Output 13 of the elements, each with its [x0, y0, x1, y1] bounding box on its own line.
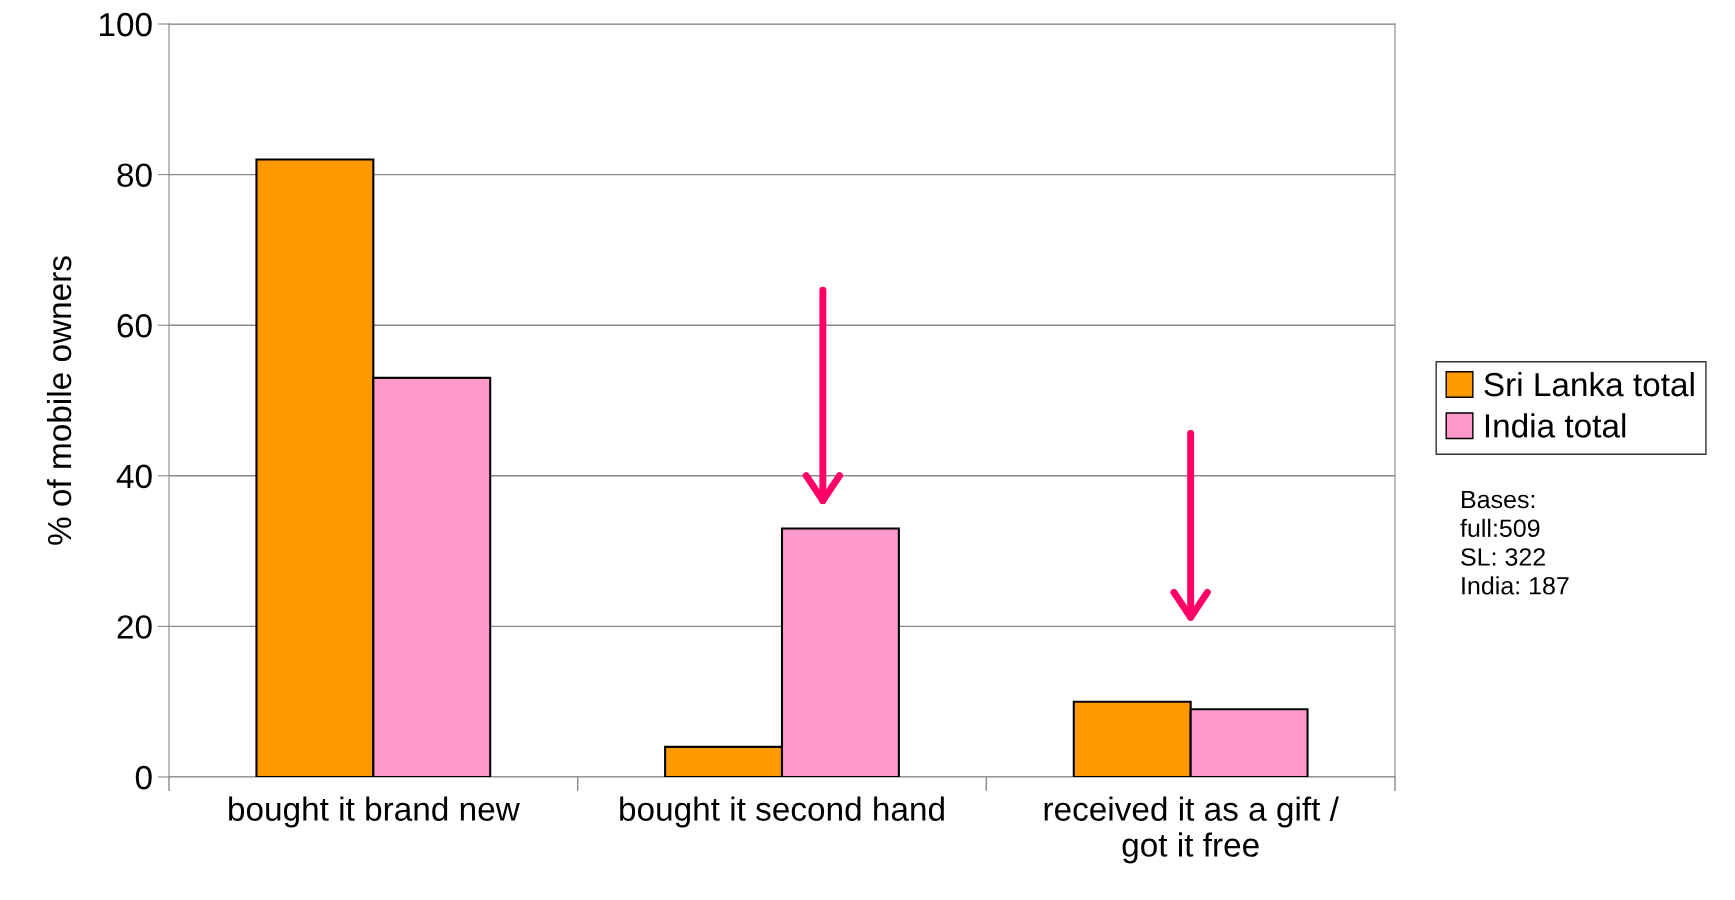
y-tick-label: 80 [117, 163, 152, 188]
legend-label: Sri Lanka total [1484, 371, 1694, 397]
legend-label: India total [1485, 413, 1626, 438]
x-tick-label: received it as a gift / got it free [1044, 796, 1339, 864]
y-axis-title: % of mobile owners [46, 256, 72, 545]
y-tick-label: 40 [116, 464, 152, 489]
text: Bases: full:509 SL: 322 India: 187 [1460, 490, 1569, 595]
y-tick-label: 20 [117, 615, 152, 639]
y-tick-label: 100 [99, 12, 152, 37]
x-tick-label: bought it second hand [620, 796, 944, 828]
x-tick-label: bought it brand new [229, 796, 520, 828]
y-tick-label: 0 [135, 765, 152, 790]
y-tick-label: 60 [117, 314, 152, 338]
